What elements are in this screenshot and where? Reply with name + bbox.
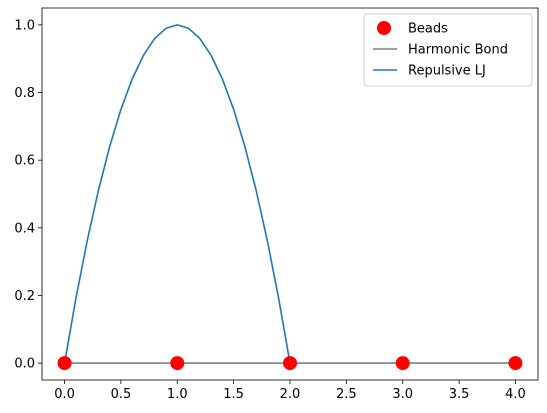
bead-point: [58, 356, 72, 370]
x-tick-label: 1.5: [223, 387, 244, 402]
x-tick-label: 2.5: [336, 387, 357, 402]
y-tick-label: 0.0: [14, 357, 35, 372]
x-tick-label: 0.0: [54, 387, 75, 402]
x-tick-label: 3.0: [392, 387, 413, 402]
legend-label: Harmonic Bond: [408, 43, 508, 58]
x-tick-label: 3.5: [449, 387, 470, 402]
y-tick-label: 0.8: [14, 86, 35, 101]
x-tick-label: 4.0: [505, 387, 526, 402]
x-tick-label: 0.5: [111, 387, 132, 402]
bead-point: [283, 356, 297, 370]
legend-label: Repulsive LJ: [408, 64, 486, 79]
legend-label: Beads: [408, 22, 448, 37]
y-tick-label: 1.0: [14, 18, 35, 33]
x-tick-label: 1.0: [167, 387, 188, 402]
y-tick-label: 0.4: [14, 221, 35, 236]
legend: Beads Harmonic Bond Repulsive LJ: [364, 14, 532, 86]
y-tick-label: 0.2: [14, 289, 35, 304]
x-tick-label: 2.0: [280, 387, 301, 402]
y-tick-label: 0.6: [14, 154, 35, 169]
bead-point: [170, 356, 184, 370]
bead-point: [508, 356, 522, 370]
bead-point: [396, 356, 410, 370]
legend-marker: [377, 21, 391, 35]
